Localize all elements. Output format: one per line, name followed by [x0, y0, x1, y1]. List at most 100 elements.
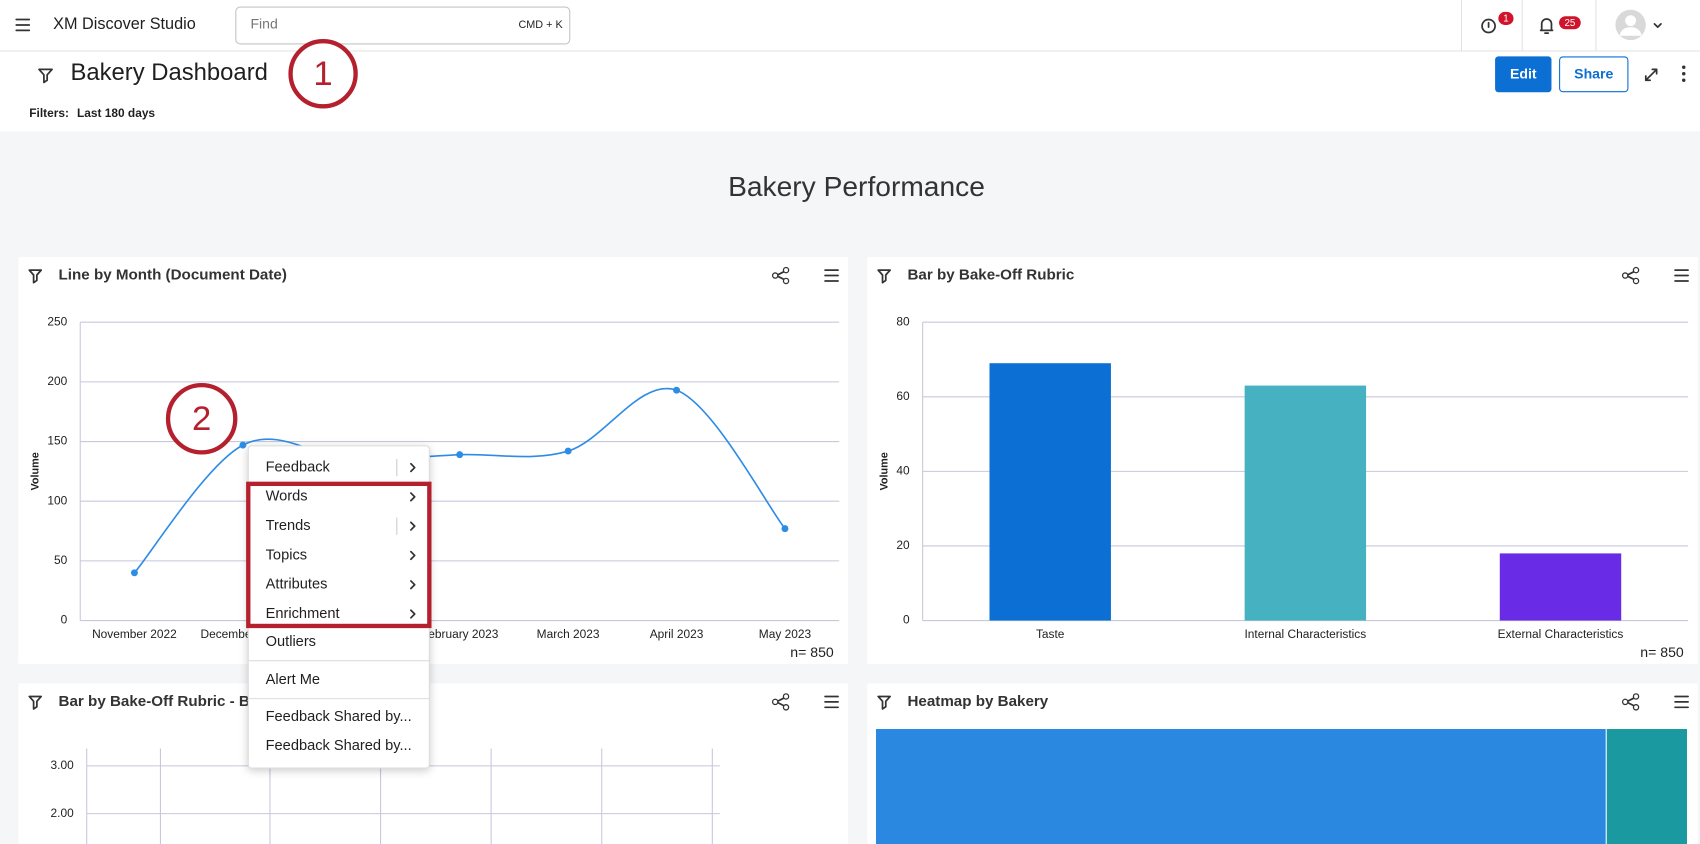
- help-badge-text: 1: [1503, 14, 1508, 25]
- x-tick-label: March 2023: [537, 627, 600, 641]
- widget-filter-icon[interactable]: [877, 269, 891, 284]
- heatmap-cell: [876, 729, 1606, 844]
- app-name[interactable]: XM Discover Studio: [53, 15, 196, 33]
- edit-button[interactable]: [1495, 56, 1552, 93]
- search-box[interactable]: [235, 6, 571, 45]
- menu-item[interactable]: Outliers: [266, 634, 316, 650]
- context-menu: Feedback Words Trends Topics Attributes Enric…: [247, 445, 430, 769]
- x-tick-label: April 2023: [650, 627, 704, 641]
- widget-title: Heatmap by Bakery: [907, 693, 1048, 710]
- x-tick-label: May 2023: [759, 627, 812, 641]
- x-tick-label: February 2023: [421, 627, 499, 641]
- share-icon-node: [771, 698, 779, 706]
- y-tick-label: 200: [47, 374, 67, 388]
- dashboard-title: Bakery Dashboard: [70, 59, 267, 86]
- y-tick-label: 150: [47, 434, 67, 448]
- y-tick-label: 60: [896, 389, 910, 403]
- data-point: [781, 525, 789, 533]
- annotations: 12: [165, 39, 432, 629]
- avatar-chevron[interactable]: [1653, 22, 1662, 28]
- kebab-dot[interactable]: [1682, 72, 1686, 76]
- y-tick-label: 250: [47, 314, 67, 328]
- menu-item[interactable]: Trends: [266, 518, 311, 534]
- filters-value: Last 180 days: [77, 106, 155, 120]
- share-icon-node: [782, 277, 790, 285]
- kebab-dot[interactable]: [1682, 65, 1686, 69]
- menu-item[interactable]: Enrichment: [266, 606, 340, 622]
- share-icon-node: [782, 693, 790, 700]
- sample-size: n= 850: [790, 644, 834, 660]
- share-icon-node: [1621, 698, 1629, 706]
- annotation-number: 1: [313, 55, 332, 93]
- section-title: Bakery Performance: [728, 170, 985, 202]
- edit-button-text[interactable]: Edit: [1510, 66, 1537, 82]
- widget-title: Bar by Bake-Off Rubric: [907, 267, 1074, 284]
- menu-item[interactable]: Feedback: [266, 459, 331, 475]
- fullscreen-icon[interactable]: [1644, 68, 1658, 82]
- menu-item[interactable]: Feedback Shared by...: [266, 709, 412, 725]
- search-shortcut: CMD + K: [518, 19, 563, 31]
- menu-item[interactable]: Feedback Shared by...: [266, 738, 412, 754]
- share-icon-node: [1632, 704, 1640, 711]
- menu-icon[interactable]: [15, 18, 31, 32]
- data-point: [673, 386, 680, 394]
- x-tick-label: Taste: [1036, 627, 1065, 641]
- widget-menu-icon[interactable]: [1674, 695, 1689, 709]
- y-tick-label: 20: [896, 538, 910, 552]
- widget-title: Line by Month (Document Date): [59, 267, 287, 284]
- y-tick-label: 50: [54, 553, 68, 567]
- widget-title: Bar by Bake-Off Rubric - B: [59, 693, 250, 710]
- share-icon-node: [1632, 693, 1640, 700]
- menu-item[interactable]: Topics: [266, 547, 307, 563]
- search-placeholder: Find: [250, 16, 277, 32]
- x-tick-label: External Characteristics: [1498, 627, 1624, 641]
- heatmap-cell: [1606, 729, 1687, 844]
- widget-menu-icon[interactable]: [824, 695, 839, 709]
- filter-icon[interactable]: [38, 68, 53, 84]
- bell-icon[interactable]: [1539, 18, 1554, 34]
- share-icon-node: [771, 272, 779, 279]
- submenu-chevron: [410, 492, 416, 502]
- sample-size: n= 850: [1640, 644, 1684, 660]
- y-axis-label: Volume: [879, 452, 891, 490]
- data-point: [239, 441, 247, 449]
- avatar-body: [1619, 27, 1642, 36]
- kebab-dot[interactable]: [1682, 78, 1686, 83]
- widget: [18, 683, 848, 844]
- widget-menu-icon[interactable]: [1674, 269, 1689, 282]
- data-point: [564, 447, 572, 455]
- widget-filter-icon[interactable]: [877, 695, 891, 710]
- help-icon[interactable]: [1481, 18, 1496, 34]
- share-icon-node: [1632, 277, 1640, 285]
- x-tick-label: Internal Characteristics: [1244, 627, 1366, 641]
- share-icon-node: [1621, 272, 1629, 279]
- y-tick-label: 100: [47, 493, 67, 507]
- annotation-number: 2: [192, 400, 211, 438]
- bar: [1244, 385, 1367, 621]
- widget-menu-icon[interactable]: [824, 269, 839, 282]
- y-axis-label: Volume: [30, 452, 42, 490]
- notification-badge-text: 25: [1564, 18, 1575, 29]
- data-point: [130, 569, 138, 577]
- menu-item[interactable]: Attributes: [266, 577, 328, 593]
- widget-filter-icon[interactable]: [28, 695, 43, 710]
- submenu-chevron: [410, 462, 416, 473]
- bar: [1499, 553, 1622, 621]
- widgets: Line by Month (Document Date) n= 850 0 50 10…: [18, 257, 1698, 844]
- y-tick-label: 2.00: [51, 806, 75, 820]
- avatar-head: [1625, 15, 1637, 27]
- submenu-chevron: [410, 580, 416, 590]
- menu-item[interactable]: Alert Me: [266, 672, 320, 688]
- share-button-text[interactable]: Share: [1574, 66, 1613, 82]
- highlight-box: [246, 481, 432, 629]
- share-button[interactable]: [1559, 56, 1629, 93]
- share-icon-node: [782, 704, 790, 711]
- y-tick-label: 0: [903, 613, 910, 627]
- annotation-circle: [165, 382, 238, 455]
- submenu-chevron: [410, 609, 416, 619]
- widget-filter-icon[interactable]: [28, 269, 43, 284]
- bar: [989, 363, 1111, 621]
- menu-item[interactable]: Words: [266, 489, 308, 505]
- submenu-chevron: [410, 521, 416, 531]
- data-point: [456, 451, 464, 459]
